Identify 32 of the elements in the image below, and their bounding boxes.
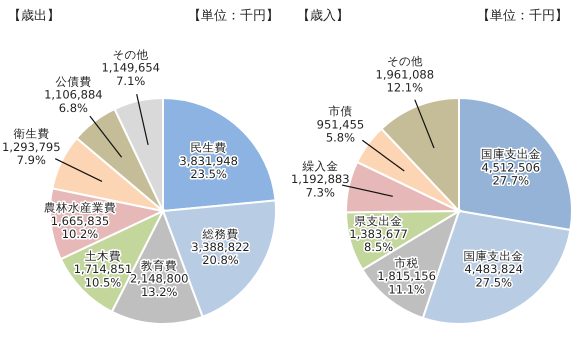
data-label: 1,293,795 7.9% [2,140,61,168]
data-label: 4,512,506 27.7% [482,160,540,188]
data-label: 1,106,884 6.8% [44,88,103,115]
slice-label: 農林水産業費 [44,200,116,215]
slice-label: 国庫支出金 [480,147,541,162]
slice-label: 国庫支出金 [464,248,524,263]
slice-label: 土木費 [84,249,121,264]
slice-label: 教育費 [141,258,178,272]
data-label: 1,665,835 10.2% [50,214,110,242]
data-label: 1,383,677 8.5% [349,226,408,254]
data-label: 3,388,822 20.8% [191,240,250,268]
data-label: 951,455 5.8% [316,117,364,144]
chart-title: 【歳出】 [8,8,60,24]
slice-label: 公債費 [55,74,92,88]
data-label: 1,192,883 7.3% [291,172,350,200]
slice-label: 繰入金 [301,158,338,173]
slice-label: その他 [112,47,149,62]
data-label: 3,831,948 23.5% [179,154,238,182]
data-label: 1,961,088 12.1% [376,67,434,95]
chart-title: 【歳入】 [297,8,349,24]
chart-subtitle: 【単位：千円】 [188,8,279,24]
slice-label: 市債 [328,104,352,118]
slice-label: 民生費 [190,140,227,155]
slice-label: 市税 [394,256,419,270]
chart-subtitle: 【単位：千円】 [477,8,568,24]
slice-label: 県支出金 [354,214,403,228]
slice-label: 総務費 [201,226,238,241]
data-label: 1,815,156 11.1% [377,269,436,296]
slice-label: その他 [386,54,423,68]
slice-label: 衛生費 [13,126,50,141]
data-label: 4,483,824 27.5% [464,262,524,290]
data-label: 1,149,654 7.1% [101,60,160,88]
